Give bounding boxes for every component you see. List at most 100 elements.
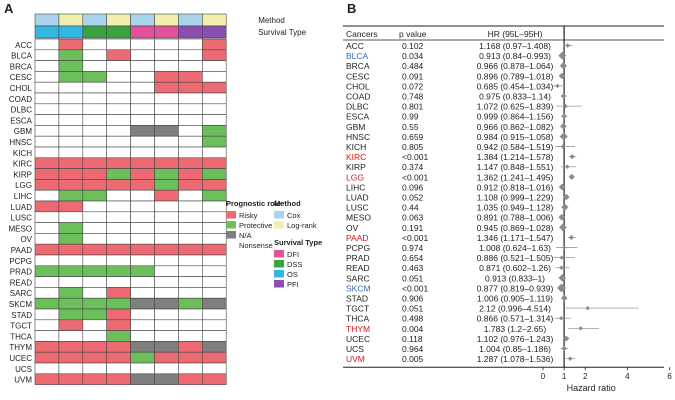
heatmap-cell-gbm-0 — [34, 125, 60, 137]
heatmap-cell-ov-1 — [58, 233, 84, 245]
heatmap-cell-lusc-5 — [154, 211, 179, 223]
forest-hr-text-lihc: 0.912 (0.818–1.016) — [477, 182, 554, 192]
heatmap-cell-kirc-5 — [154, 157, 179, 169]
heatmap-cell-prad-2 — [82, 265, 108, 277]
forest-cancer-prad: PRAD — [346, 253, 370, 263]
heatmap-cell-blca-2 — [82, 49, 108, 61]
heatmap-cell-sarc-2 — [82, 287, 108, 299]
heatmap-cell-kich-0 — [34, 146, 60, 159]
heatmap-cell-lihc-5 — [154, 189, 179, 202]
heatmap-cell-kich-1 — [58, 146, 84, 159]
survival-cell-6 — [178, 25, 203, 39]
heatmap-cell-cesc-7 — [202, 71, 227, 83]
heatmap-cell-paad-1 — [58, 243, 84, 256]
heatmap-cell-lihc-7 — [202, 189, 227, 202]
heatmap-cell-blca-0 — [34, 49, 60, 61]
forest-hr-text-brca: 0.966 (0.878–1.064) — [477, 61, 554, 71]
forest-hr-text-thym: 1.783 (1.2–2.65) — [484, 324, 547, 334]
row-label-ucec: UCEC — [9, 354, 32, 363]
heatmap-cell-pcpg-5 — [154, 254, 179, 267]
forest-diamond-thym — [578, 326, 583, 331]
row-label-stad: STAD — [11, 311, 32, 320]
forest-hr-text-coad: 0.975 (0.833–1.14) — [479, 92, 551, 102]
forest-hr-text-prad: 0.886 (0.521–1.505) — [477, 253, 554, 263]
heatmap-cell-prad-6 — [178, 265, 203, 277]
row-label-paad: PAAD — [11, 246, 32, 255]
forest-hr-text-read: 0.871 (0.602–1.26) — [479, 263, 551, 273]
heatmap-cell-thca-5 — [154, 330, 179, 342]
panel-b: B Cancers p value HR (95L–95H) 0 1 2 4 6 Hazard r… — [343, 1, 672, 393]
legend-swatch-risky — [226, 211, 236, 219]
heatmap-cell-lusc-3 — [106, 211, 131, 223]
heatmap-cell-acc-3 — [106, 38, 131, 51]
heatmap-cell-ucs-5 — [154, 362, 179, 375]
heatmap-cell-cesc-1 — [58, 71, 84, 83]
forest-hr-text-pcpg: 1.008 (0.624–1.63) — [479, 243, 551, 253]
forest-cancer-sarc: SARC — [346, 273, 370, 283]
heatmap-cell-coad-4 — [130, 92, 155, 105]
heatmap-cell-lusc-2 — [82, 211, 108, 223]
x-tick-label-2: 2 — [583, 372, 588, 381]
x-tick-label-1: 1 — [562, 372, 567, 381]
forest-pvalue-tgct: 0.051 — [402, 304, 424, 314]
heatmap-cell-ov-5 — [154, 233, 179, 245]
heatmap-cell-ucs-2 — [82, 362, 108, 375]
heatmap-cell-dlbc-0 — [34, 103, 60, 115]
heatmap-cell-lusc-6 — [178, 211, 203, 223]
forest-pvalue-lgg: <0.001 — [402, 172, 429, 182]
forest-diamond-cesc — [558, 72, 566, 80]
heatmap-cell-acc-2 — [82, 38, 108, 51]
heatmap-cell-lihc-3 — [106, 189, 131, 202]
forest-cancer-kirc: KIRC — [346, 152, 366, 162]
heatmap-cell-coad-7 — [202, 92, 227, 105]
row-label-esca: ESCA — [10, 116, 32, 125]
heatmap-cell-gbm-2 — [82, 125, 108, 137]
forest-pvalue-luad: 0.052 — [402, 193, 424, 203]
heatmap-cell-kirp-0 — [34, 168, 60, 180]
heatmap-cell-sarc-3 — [106, 287, 131, 299]
forest-diamond-lusc — [561, 203, 569, 211]
heatmap-cell-skcm-6 — [178, 297, 203, 310]
row-label-prad: PRAD — [10, 268, 32, 277]
heatmap-cell-coad-5 — [154, 92, 179, 105]
forest-pvalue-kich: 0.805 — [402, 142, 424, 152]
forest-hr-text-stad: 1.006 (0.905–1.119) — [477, 294, 553, 304]
heatmap-cell-ucec-4 — [130, 351, 155, 364]
heatmap-cell-dlbc-7 — [202, 103, 227, 115]
heatmap-cell-luad-6 — [178, 200, 203, 213]
heatmap-cell-pcpg-6 — [178, 254, 203, 267]
row-label-hnsc: HNSC — [9, 138, 32, 147]
heatmap-cell-lihc-2 — [82, 189, 108, 202]
heatmap-cell-pcpg-3 — [106, 254, 131, 267]
heatmap-cell-kirc-0 — [34, 157, 60, 169]
forest-pvalue-lihc: 0.096 — [402, 182, 424, 192]
forest-cancer-skcm: SKCM — [346, 283, 371, 293]
heatmap-cell-prad-1 — [58, 265, 84, 277]
heatmap-cell-pcpg-1 — [58, 254, 84, 267]
forest-hr-text-lusc: 1.035 (0.949–1.128) — [477, 203, 554, 213]
heatmap-cell-uvm-4 — [130, 373, 155, 385]
heatmap-cell-kirp-5 — [154, 168, 179, 180]
forest-hr-text-skcm: 0.877 (0.819–0.939) — [477, 283, 554, 293]
heatmap-cell-esca-0 — [34, 114, 60, 126]
heatmap-cell-read-1 — [58, 276, 84, 288]
heatmap-cell-gbm-3 — [106, 125, 131, 137]
heatmap-cell-dlbc-1 — [58, 103, 84, 115]
header-survival-label: Survival Type — [258, 28, 306, 37]
heatmap-cell-tgct-5 — [154, 319, 179, 331]
heatmap-cell-thym-6 — [178, 341, 203, 353]
heatmap-cell-paad-5 — [154, 243, 179, 256]
heatmap-cell-stad-6 — [178, 308, 203, 321]
forest-diamond-sarc — [558, 274, 567, 282]
heatmap-cell-meso-5 — [154, 222, 179, 234]
heatmap-cell-sarc-7 — [202, 287, 227, 299]
heatmap-cell-tgct-7 — [202, 319, 227, 331]
forest-diamond-ov — [559, 223, 567, 232]
heatmap-cell-esca-7 — [202, 114, 227, 126]
heatmap-cell-kirc-1 — [58, 157, 84, 169]
forest-diamond-esca — [561, 113, 567, 120]
heatmap-cell-ov-3 — [106, 233, 131, 245]
legend-label-logrank: Log-rank — [287, 221, 317, 230]
forest-hr-text-sarc: 0.913 (0.833–1) — [485, 273, 545, 283]
